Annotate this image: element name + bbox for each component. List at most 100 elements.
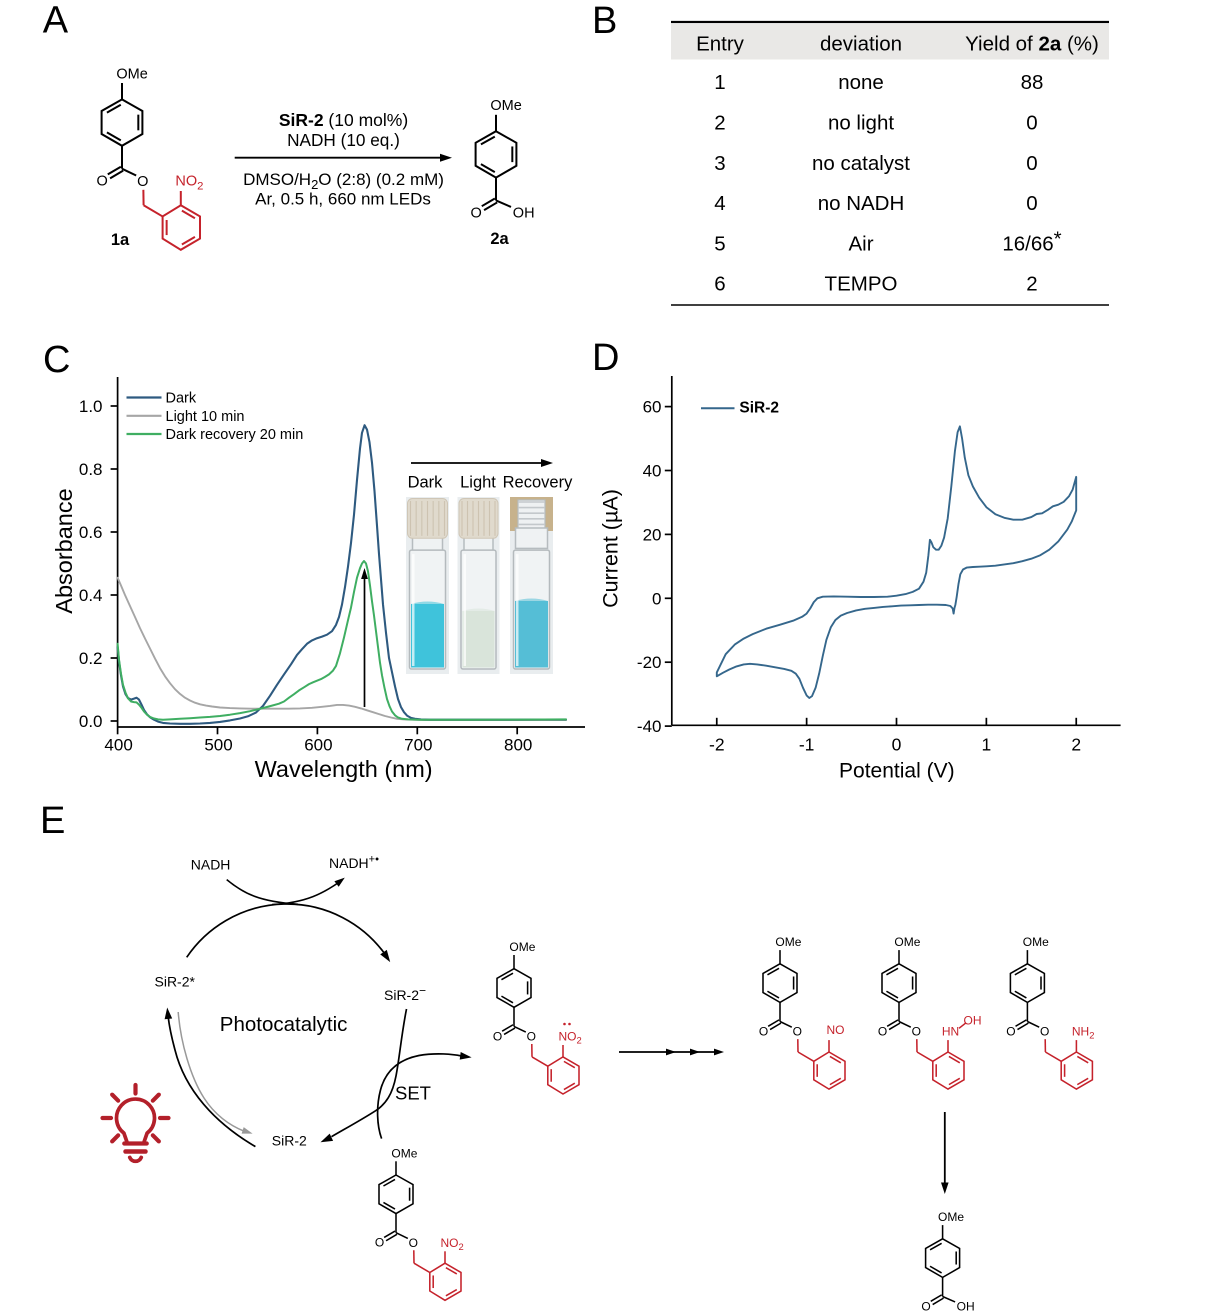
svg-text:-40: -40 [637,717,662,736]
svg-text:B: B [592,0,617,42]
svg-text:OH: OH [957,1300,975,1314]
svg-text:0: 0 [892,734,902,754]
svg-text:SiR-2: SiR-2 [739,400,779,417]
svg-text:NO2: NO2 [441,1236,464,1252]
svg-text:4: 4 [714,192,725,215]
svg-text:SiR-2−: SiR-2− [384,984,426,1004]
svg-text:OMe: OMe [1023,935,1049,949]
svg-text:0: 0 [1026,152,1037,175]
svg-text:Potential (V): Potential (V) [839,760,955,783]
svg-text:D: D [592,337,619,379]
svg-text:NADH+•: NADH+• [329,854,379,872]
svg-text:0: 0 [1026,192,1037,215]
svg-text:no light: no light [828,112,894,135]
svg-text:O: O [1006,1025,1015,1039]
svg-text:O: O [912,1025,921,1039]
svg-text:-2: -2 [709,734,725,754]
svg-text:0.2: 0.2 [79,649,103,668]
svg-text:16/66*: 16/66* [1002,227,1061,255]
svg-text:20: 20 [643,525,662,544]
svg-text:OMe: OMe [391,1146,417,1160]
svg-text:A: A [43,0,69,42]
svg-text:0.4: 0.4 [79,586,103,605]
svg-text:Dark: Dark [166,391,197,407]
svg-text:O: O [137,174,148,190]
svg-text:0: 0 [652,589,661,608]
svg-text:NADH (10 eq.): NADH (10 eq.) [287,130,400,150]
svg-text:400: 400 [104,736,132,755]
svg-text:3: 3 [714,152,725,175]
svg-text:1: 1 [714,71,725,94]
svg-text:Light: Light [460,474,496,492]
svg-text:600: 600 [304,736,332,755]
svg-text:no NADH: no NADH [818,192,905,215]
svg-text:60: 60 [643,398,662,417]
svg-text:5: 5 [714,232,725,255]
svg-text:O: O [409,1236,418,1250]
svg-text:NADH: NADH [191,857,231,873]
svg-text:0: 0 [1026,112,1037,135]
svg-text:2a: 2a [490,230,509,248]
svg-text:0.6: 0.6 [79,523,103,542]
svg-text:1a: 1a [111,231,130,249]
svg-text:500: 500 [204,736,232,755]
svg-text:0.0: 0.0 [79,712,103,731]
svg-text:OMe: OMe [894,935,920,949]
svg-text:E: E [40,800,65,842]
svg-text:OH: OH [513,206,535,222]
svg-text:deviation: deviation [820,33,902,56]
svg-text:NO2: NO2 [175,174,203,193]
svg-text:OH: OH [964,1014,982,1028]
svg-text:HN: HN [942,1025,959,1039]
svg-text:NO2: NO2 [559,1030,582,1046]
svg-text:800: 800 [504,736,532,755]
svg-text:O: O [759,1025,768,1039]
svg-text:700: 700 [404,736,432,755]
svg-text:Air: Air [848,232,873,255]
svg-text:Dark: Dark [408,474,444,492]
svg-text:OMe: OMe [775,935,801,949]
svg-text:O: O [921,1300,930,1314]
svg-text:Dark recovery 20 min: Dark recovery 20 min [166,427,304,443]
svg-text:OMe: OMe [490,98,521,114]
svg-text:1.0: 1.0 [79,397,103,416]
svg-text:O: O [97,174,108,190]
svg-text:O: O [1040,1025,1049,1039]
svg-text:-20: -20 [637,653,662,672]
svg-text:O: O [878,1025,887,1039]
svg-text:SiR-2*: SiR-2* [155,974,196,990]
svg-text:DMSO/H2O (2:8) (0.2 mM): DMSO/H2O (2:8) (0.2 mM) [243,170,444,192]
svg-text:Light 10 min: Light 10 min [166,409,245,425]
svg-text:TEMPO: TEMPO [825,273,898,296]
svg-text:OMe: OMe [509,940,535,954]
svg-text:-1: -1 [799,734,815,754]
svg-text:SiR-2: SiR-2 [272,1133,307,1149]
svg-text:OMe: OMe [116,66,147,82]
svg-text:88: 88 [1021,71,1044,94]
svg-text:Yield of 2a (%): Yield of 2a (%) [965,33,1099,56]
svg-text:6: 6 [714,273,725,296]
svg-text:NH2: NH2 [1072,1025,1095,1041]
svg-text:2: 2 [714,112,725,135]
svg-text:C: C [43,339,70,381]
svg-text:2: 2 [1071,734,1081,754]
svg-text:no catalyst: no catalyst [812,152,910,175]
svg-text:Entry: Entry [696,33,745,56]
svg-text:O: O [793,1025,802,1039]
svg-text:O: O [375,1236,384,1250]
svg-text:Ar, 0.5 h, 660 nm LEDs: Ar, 0.5 h, 660 nm LEDs [255,190,431,209]
svg-text:Wavelength (nm): Wavelength (nm) [255,756,433,782]
svg-text:Absorbance: Absorbance [51,488,77,613]
svg-text:O: O [527,1030,536,1044]
svg-text:Recovery: Recovery [503,474,573,492]
svg-text:O: O [493,1029,502,1043]
svg-text:0.8: 0.8 [79,460,103,479]
svg-text:Current (µA): Current (µA) [599,489,623,608]
svg-text:none: none [838,71,884,94]
svg-text:NO: NO [827,1023,845,1037]
svg-text:1: 1 [982,734,992,754]
svg-text:40: 40 [643,462,662,481]
svg-text:OMe: OMe [938,1210,964,1224]
svg-text:2: 2 [1026,273,1037,296]
svg-text:SiR-2 (10 mol%): SiR-2 (10 mol%) [279,110,408,130]
